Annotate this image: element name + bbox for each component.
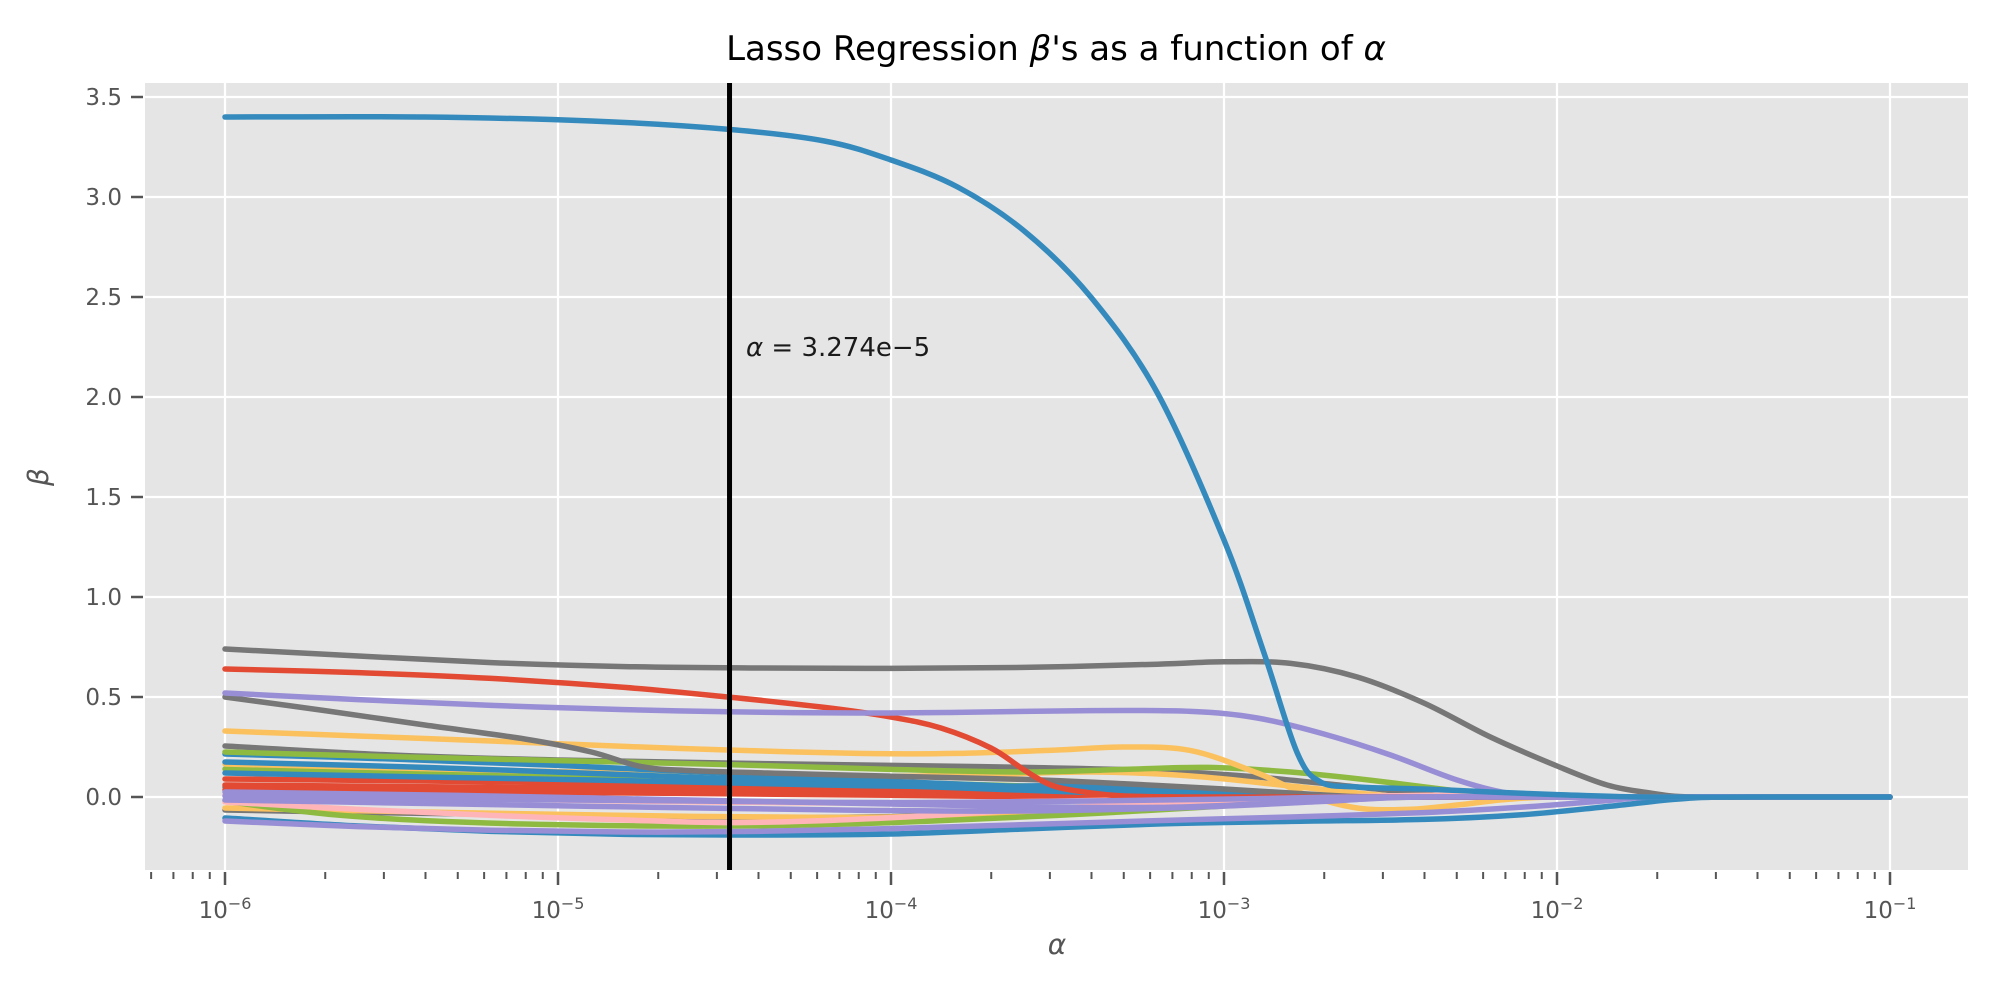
y-tick-label: 3.5 bbox=[85, 85, 122, 111]
x-tick-label: 10−2 bbox=[1531, 894, 1584, 924]
text-run: β bbox=[22, 468, 55, 487]
axis-ticks bbox=[131, 95, 1892, 885]
y-tick-label: 2.0 bbox=[85, 385, 122, 411]
y-tick-label: 0.5 bbox=[85, 685, 122, 711]
x-tick-label: 10−5 bbox=[532, 894, 585, 924]
series-line-beta-gray-main bbox=[222, 646, 1893, 801]
x-axis-label: α bbox=[1048, 928, 1067, 961]
text-run: = 3.274e−5 bbox=[763, 333, 930, 363]
alpha-annotation: α = 3.274e−5 bbox=[746, 333, 930, 363]
chart-title: Lasso Regression β's as a function of α bbox=[726, 29, 1386, 69]
y-tick-label: 1.5 bbox=[85, 485, 122, 511]
series-line-beta-blue-main bbox=[222, 113, 1893, 800]
y-tick-label: 1.0 bbox=[85, 585, 122, 611]
text-run: α bbox=[746, 333, 763, 363]
text-run: Lasso Regression bbox=[726, 29, 1030, 69]
x-tick-label: 10−6 bbox=[199, 894, 252, 924]
text-run: 's as a function of bbox=[1051, 29, 1363, 69]
y-tick-label: 3.0 bbox=[85, 185, 122, 211]
y-axis-label: β bbox=[22, 468, 55, 487]
x-tick-label: 10−3 bbox=[1198, 894, 1251, 924]
y-tick-label: 2.5 bbox=[85, 285, 122, 311]
x-tick-label: 10−4 bbox=[865, 894, 918, 924]
x-tick-label: 10−1 bbox=[1864, 894, 1917, 924]
coefficient-paths bbox=[222, 113, 1893, 838]
text-run: α bbox=[1048, 928, 1067, 961]
text-run: β bbox=[1029, 29, 1052, 69]
y-tick-label: 0.0 bbox=[85, 785, 122, 811]
text-run: α bbox=[1364, 29, 1386, 69]
